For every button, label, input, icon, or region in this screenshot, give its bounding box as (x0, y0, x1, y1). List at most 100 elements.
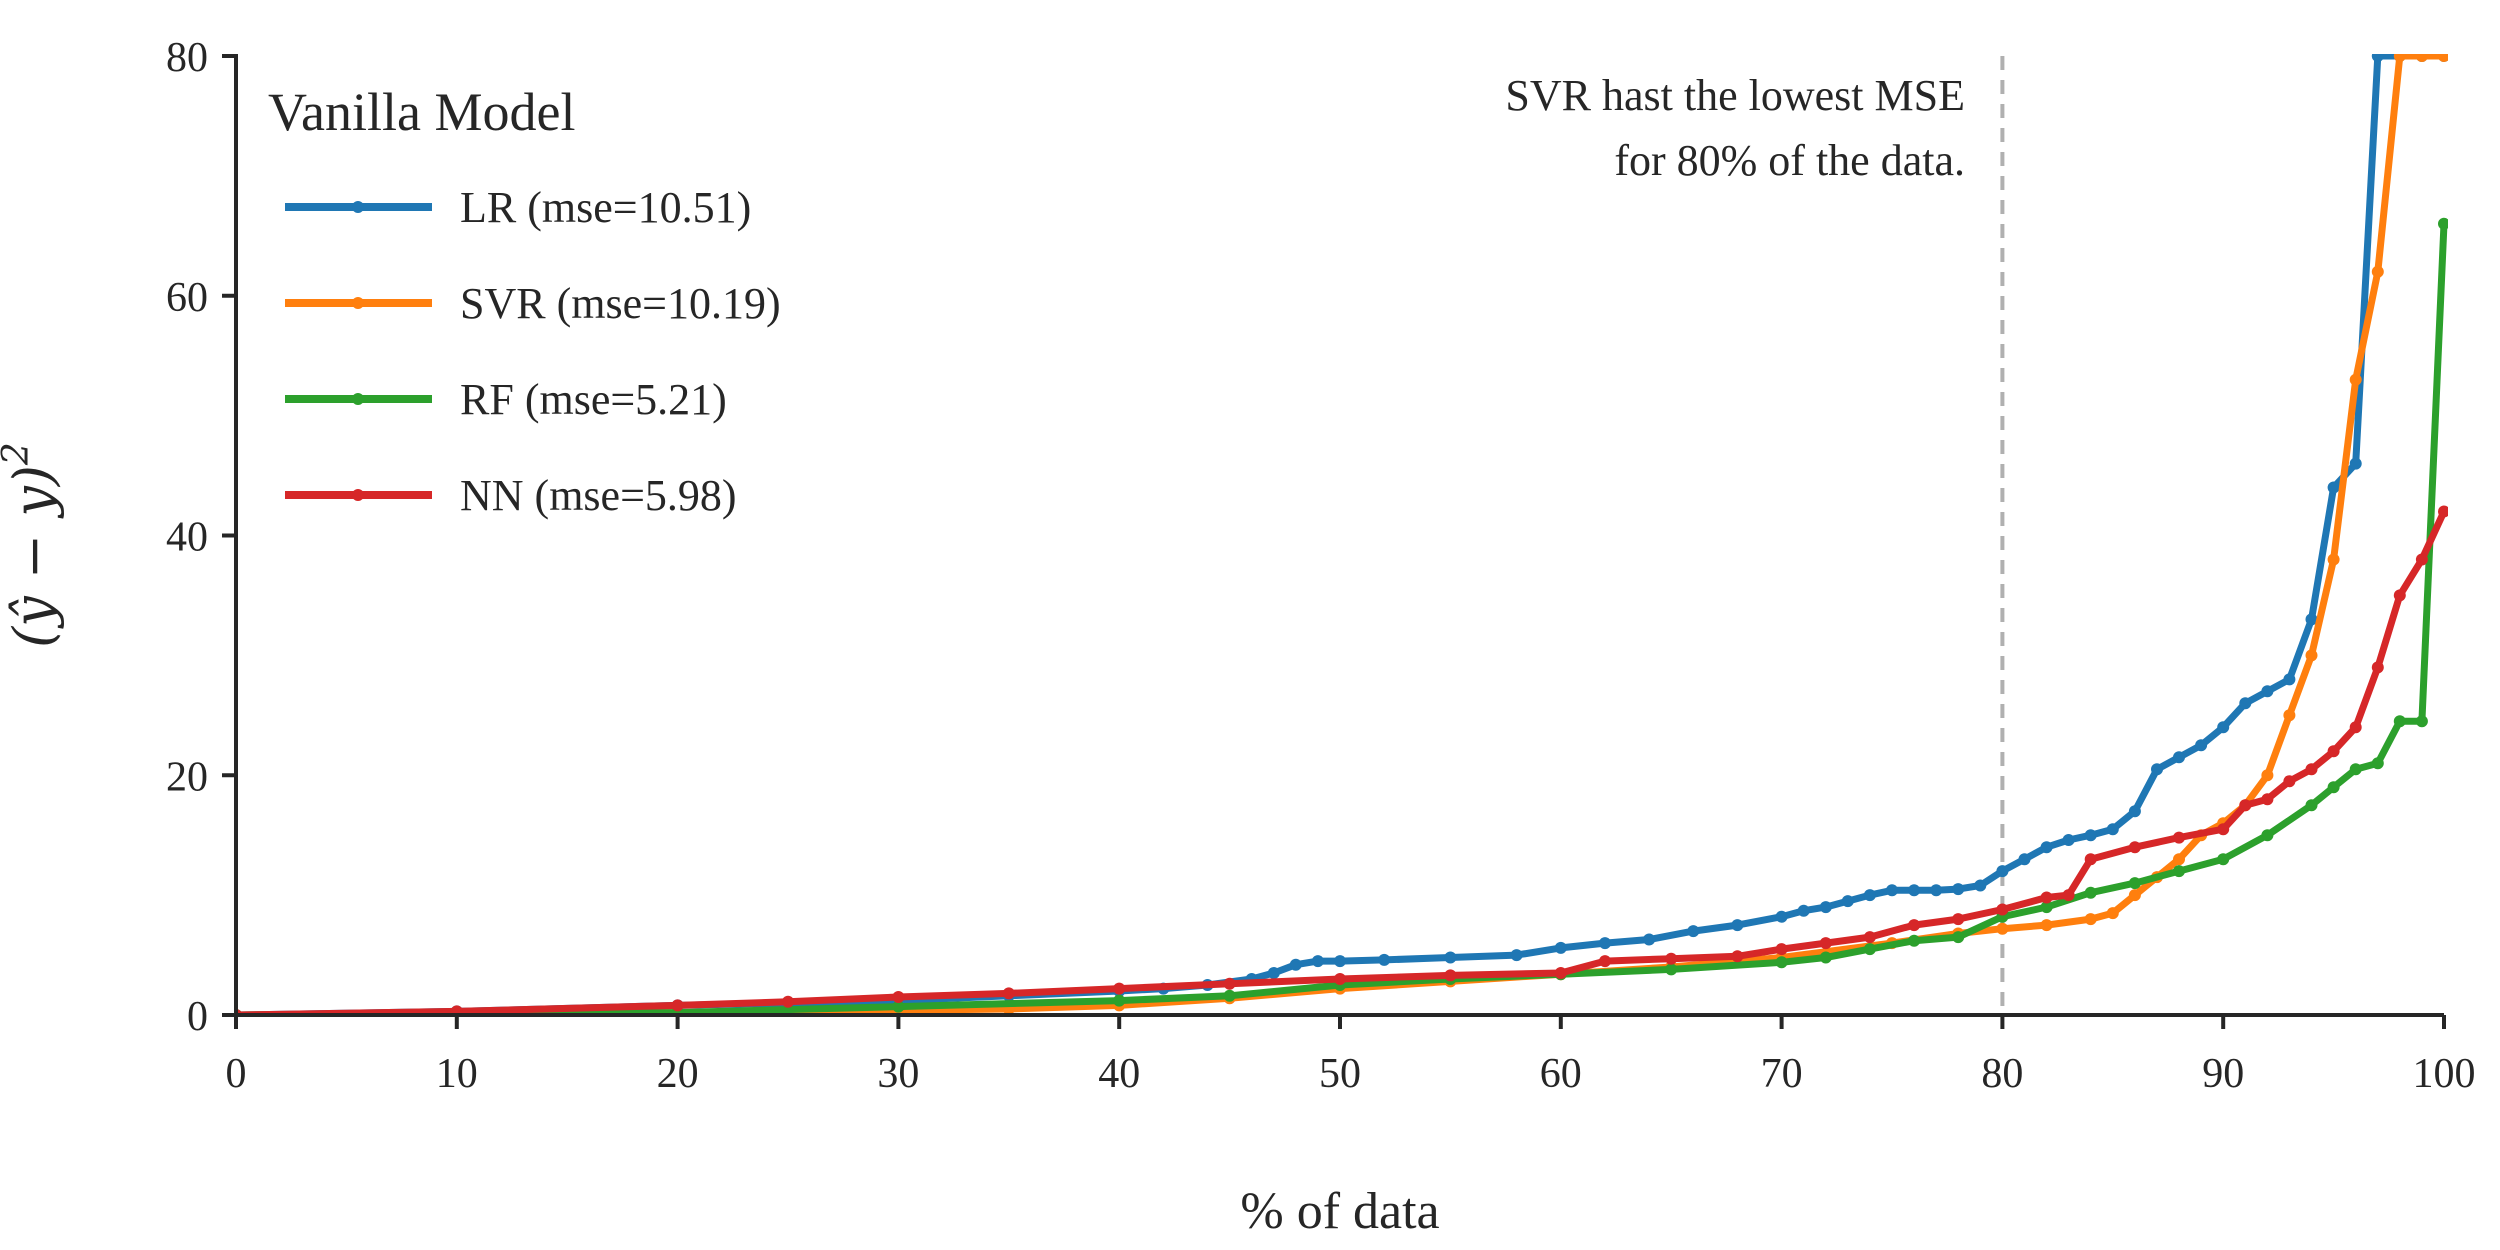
series-point (2371, 265, 2384, 278)
series-line (236, 508, 2448, 1017)
series-point (2217, 853, 2230, 866)
legend-title: Vanilla Model (268, 82, 575, 142)
series-point (2371, 661, 2384, 674)
series-point (2283, 673, 2296, 686)
series-point (892, 1000, 905, 1013)
series-point (2261, 769, 2274, 782)
series-point (2415, 715, 2428, 728)
series-point (2106, 823, 2119, 836)
series-point (2173, 831, 2185, 844)
series-point (671, 999, 684, 1012)
series-point (2349, 373, 2362, 386)
series-point (1665, 952, 1678, 965)
series-point (1974, 879, 1987, 892)
legend-marker (352, 489, 364, 501)
annotation-line-2: for 80% of the data. (1614, 136, 1965, 185)
series-point (1731, 919, 1744, 932)
x-tick-label: 30 (877, 1051, 919, 1097)
legend-label: RF (mse=5.21) (460, 375, 727, 424)
series-point (2217, 823, 2230, 836)
series-point (1554, 941, 1567, 954)
series-line (236, 220, 2448, 1017)
series-point (2084, 913, 2097, 926)
series-point (2327, 481, 2340, 494)
series-point (2283, 709, 2296, 722)
series-point (2239, 697, 2252, 710)
series-point (1908, 919, 1921, 932)
series-1 (236, 54, 2448, 1017)
series-point (2327, 745, 2340, 758)
legend-entries: LR (mse=10.51) SVR (mse=10.19) RF (mse=5.2… (285, 183, 781, 520)
series-point (1930, 884, 1943, 897)
series-point (2040, 841, 2053, 854)
series-point (1378, 953, 1391, 966)
series-point (1952, 883, 1965, 896)
series-point (1996, 922, 2009, 935)
series-point (2128, 841, 2141, 854)
series-point (1775, 943, 1788, 956)
series-point (2062, 889, 2075, 902)
series-point (2062, 834, 2075, 846)
series-point (2128, 889, 2141, 902)
series-point (2084, 886, 2097, 899)
series-point (1841, 895, 1854, 908)
legend-marker (352, 297, 364, 309)
series-point (1996, 903, 2009, 916)
legend-marker (352, 393, 364, 405)
series-point (2195, 739, 2208, 752)
series-point (2305, 763, 2318, 776)
series-point (2393, 715, 2406, 728)
series-point (1599, 955, 1611, 968)
y-axis-title: (ŷ − y)2 (0, 442, 65, 648)
y-axis-title-exponent: 2 (0, 442, 37, 466)
series-point (2327, 553, 2340, 566)
x-tick-label: 60 (1540, 1051, 1582, 1097)
series-point (1952, 931, 1965, 944)
legend-marker (352, 201, 364, 213)
series-point (1819, 951, 1832, 964)
series-point (2151, 763, 2163, 776)
series-point (2128, 877, 2141, 890)
series-point (2349, 457, 2362, 470)
series-point (2106, 907, 2119, 920)
legend-label: SVR (mse=10.19) (460, 279, 781, 328)
series-point (1665, 963, 1678, 976)
series-point (1510, 949, 1523, 962)
series-point (1775, 956, 1788, 969)
annotation: SVR hast the lowest MSE for 80% of the d… (1505, 71, 1965, 185)
series-point (2084, 829, 2097, 842)
series-point (1444, 969, 1457, 982)
legend-entry-2: RF (mse=5.21) (285, 375, 727, 424)
x-tick-label: 70 (1761, 1051, 1803, 1097)
series-point (1599, 937, 1611, 950)
series-point (2239, 799, 2252, 812)
series-point (1113, 994, 1126, 1007)
series-point (1223, 989, 1236, 1002)
series-point (2283, 775, 2296, 788)
legend-label: NN (mse=5.98) (460, 471, 737, 520)
series-point (2128, 805, 2141, 818)
series-point (2349, 721, 2362, 734)
y-tick-label: 20 (166, 754, 208, 800)
series-point (2415, 553, 2428, 566)
series-point (2261, 829, 2274, 842)
series-point (2261, 685, 2274, 698)
legend-entry-1: SVR (mse=10.19) (285, 279, 781, 328)
y-tick-label: 60 (166, 275, 208, 321)
series-point (2438, 217, 2448, 230)
series-point (1002, 987, 1015, 1000)
series-line (236, 54, 2448, 1017)
series-point (2327, 781, 2340, 794)
series-point (2084, 853, 2097, 866)
series-point (1289, 958, 1302, 971)
series-point (2349, 763, 2362, 776)
series-point (2173, 853, 2185, 866)
series-point (1334, 955, 1346, 968)
legend: Vanilla Model LR (mse=10.51) SVR (mse=10.… (268, 82, 781, 520)
series-point (2393, 54, 2406, 62)
series-point (2371, 757, 2384, 770)
series-point (1311, 955, 1324, 968)
x-tick-label: 90 (2202, 1051, 2244, 1097)
series-point (1908, 934, 1921, 947)
